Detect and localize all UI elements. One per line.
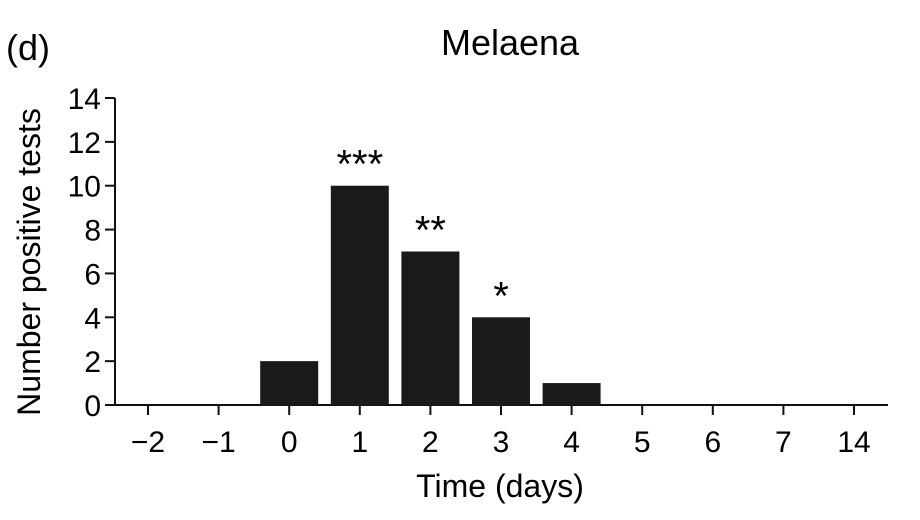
chart-title: Melaena (441, 22, 580, 63)
x-tick-label: 14 (837, 426, 870, 459)
x-tick-label: 5 (634, 426, 651, 459)
y-tick-label: 12 (68, 127, 101, 160)
x-tick-label: 2 (422, 426, 439, 459)
x-axis: −2 −1 0 1 2 3 4 5 6 7 14 (115, 404, 888, 459)
x-tick-label: 3 (493, 426, 510, 459)
x-tick-label: −2 (131, 426, 165, 459)
panel-label: (d) (6, 27, 50, 68)
y-tick-label: 8 (84, 215, 101, 248)
significance-marker: *** (336, 143, 383, 187)
y-tick-label: 10 (68, 171, 101, 204)
x-tick-label: 1 (351, 426, 368, 459)
y-tick-label: 2 (84, 346, 101, 379)
bar (260, 361, 319, 405)
bar (330, 185, 389, 405)
x-tick-label: 6 (704, 426, 721, 459)
bar (401, 251, 460, 405)
x-tick-label: 4 (563, 426, 580, 459)
y-tick-label: 4 (84, 302, 101, 335)
bar (542, 383, 601, 405)
significance-marker: ** (415, 209, 446, 253)
y-tick-label: 6 (84, 258, 101, 291)
significance-annotations: ****** (336, 143, 508, 319)
y-axis: 0 2 4 6 8 10 12 14 (68, 83, 116, 423)
x-tick-label: 7 (775, 426, 792, 459)
y-tick-label: 0 (84, 390, 101, 423)
y-tick-label: 14 (68, 83, 101, 116)
bars (260, 185, 601, 405)
x-tick-label: −1 (201, 426, 235, 459)
significance-marker: * (493, 274, 509, 318)
x-tick-label: 0 (281, 426, 298, 459)
y-axis-label: Number positive tests (11, 108, 47, 416)
x-axis-label: Time (days) (416, 468, 584, 504)
bar (472, 317, 530, 405)
